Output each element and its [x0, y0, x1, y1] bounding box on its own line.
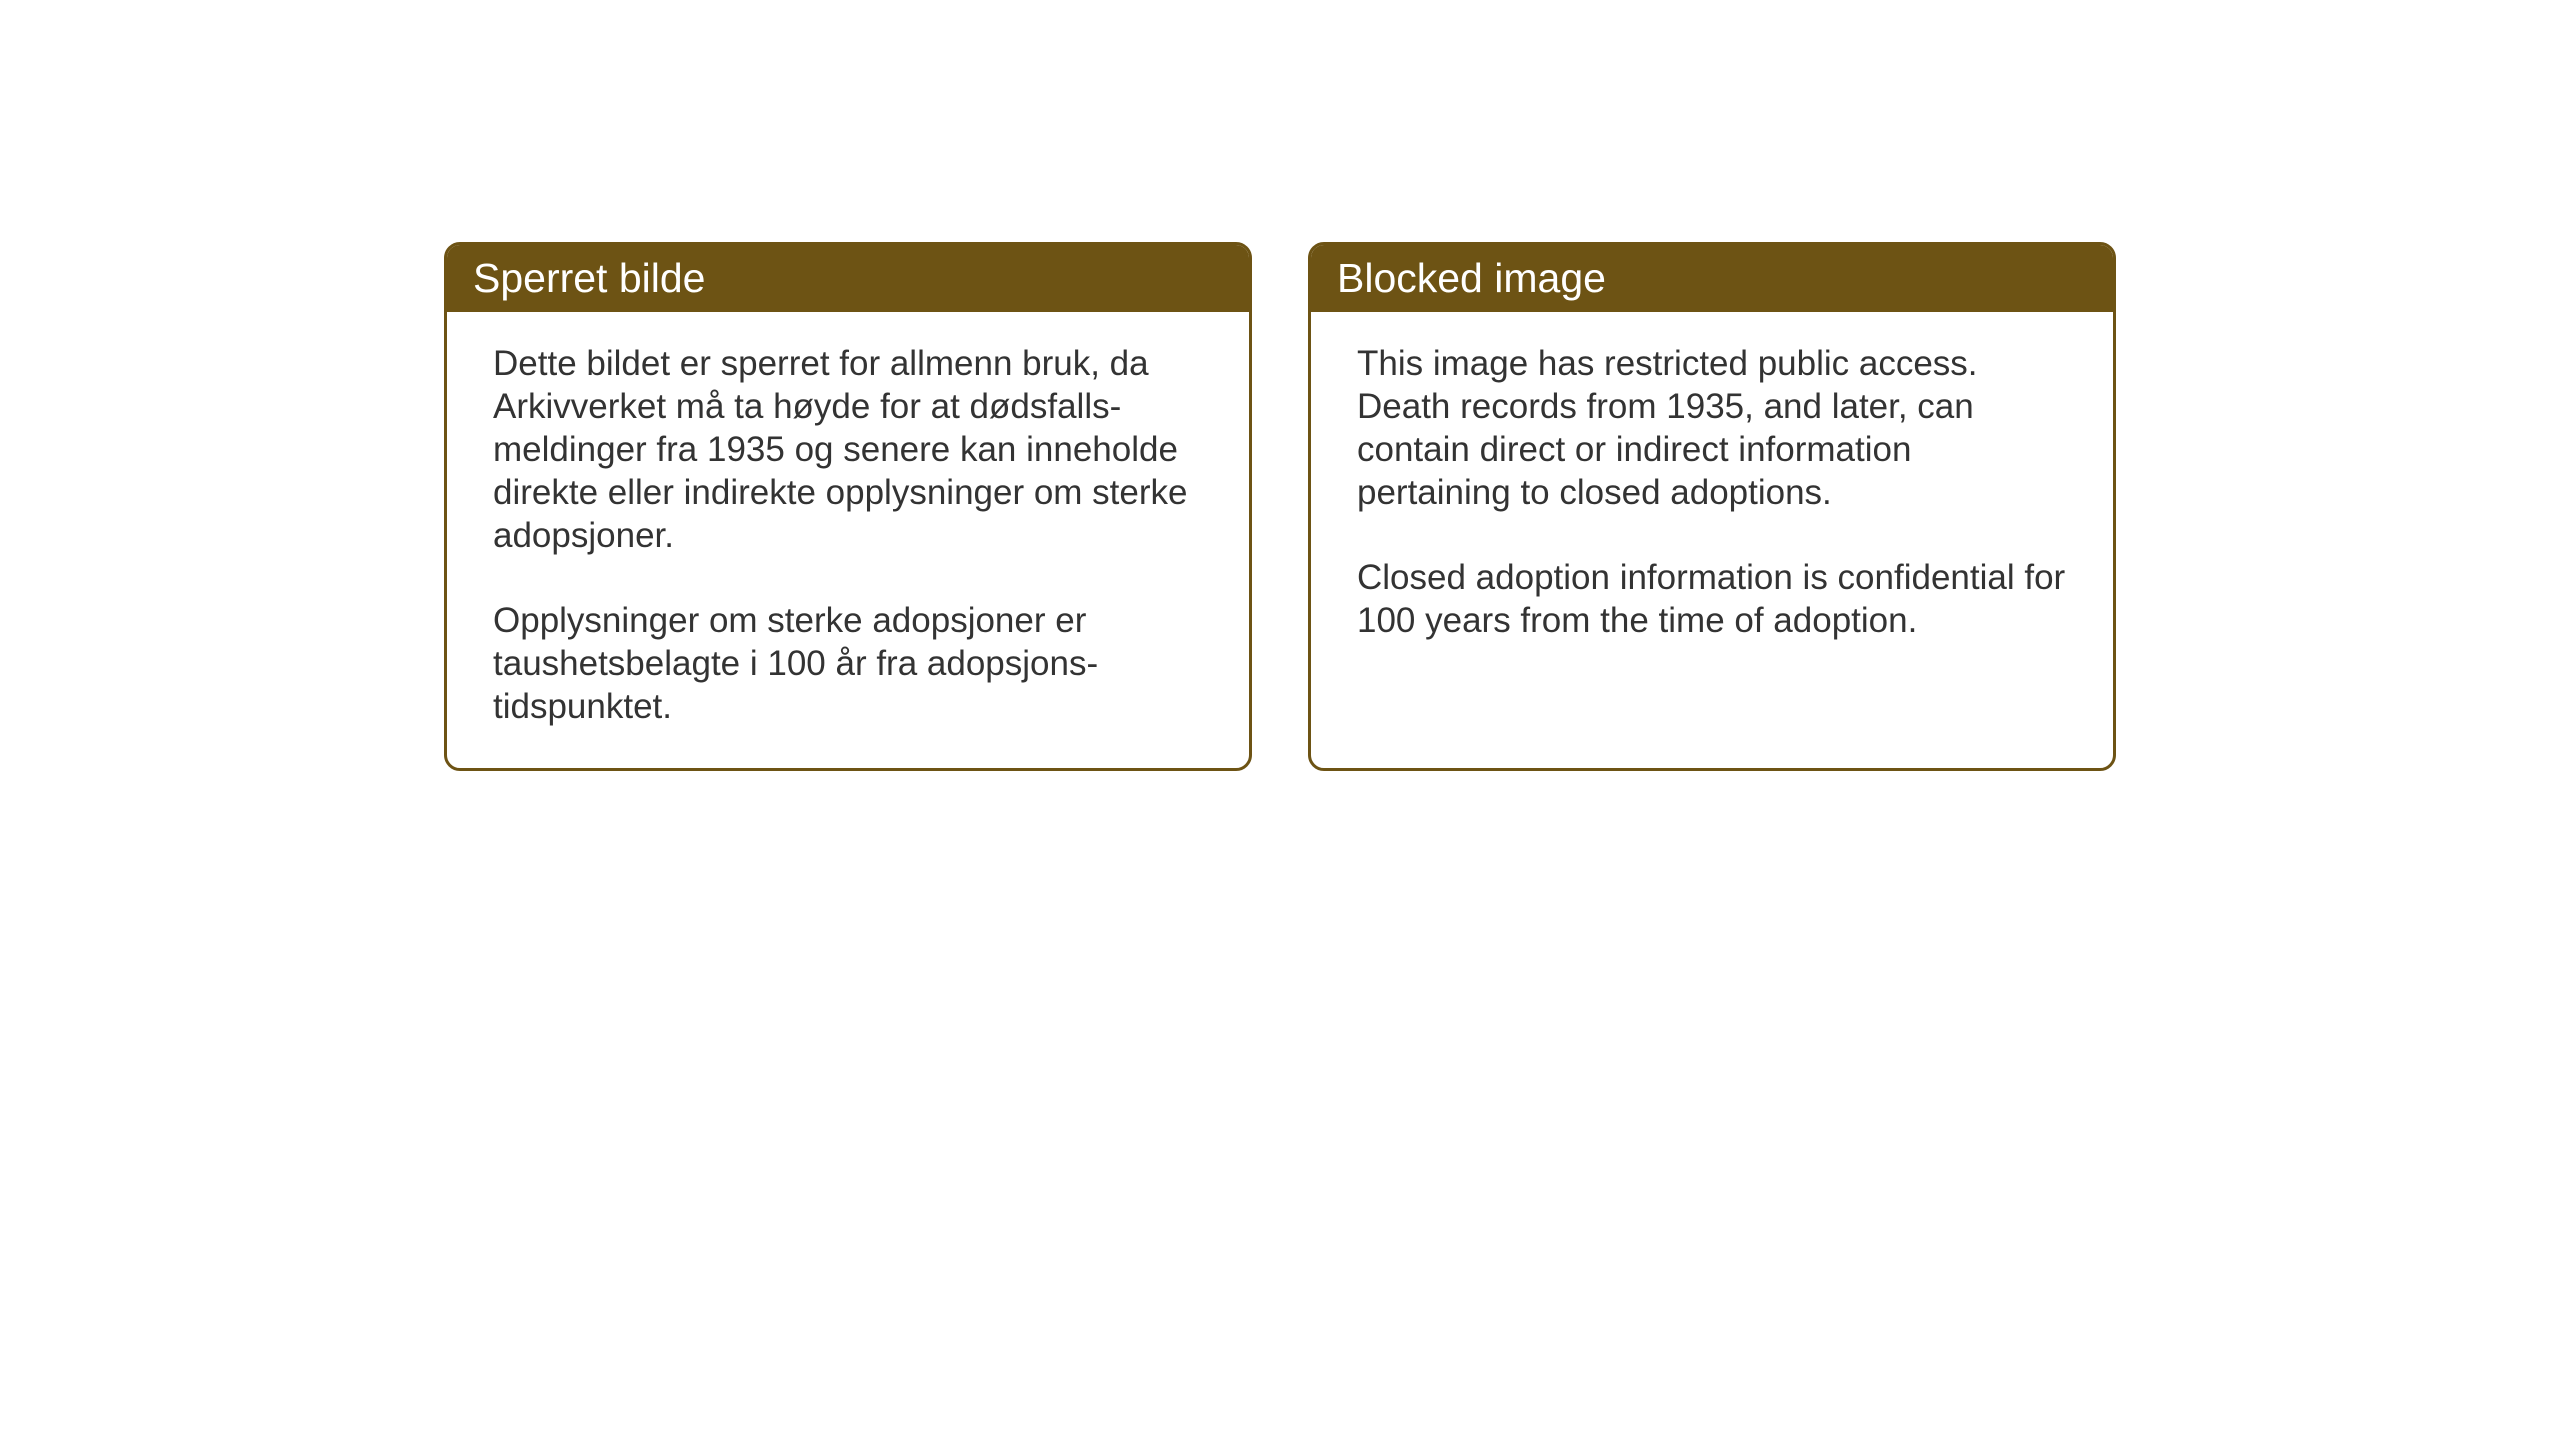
card-body-english: This image has restricted public access.… — [1311, 312, 2113, 682]
card-norwegian: Sperret bilde Dette bildet er sperret fo… — [444, 242, 1252, 771]
card-paragraph-2-norwegian: Opplysninger om sterke adopsjoner er tau… — [493, 599, 1203, 728]
card-paragraph-2-english: Closed adoption information is confident… — [1357, 556, 2067, 642]
card-header-norwegian: Sperret bilde — [447, 245, 1249, 312]
notice-container: Sperret bilde Dette bildet er sperret fo… — [444, 242, 2116, 771]
card-paragraph-1-norwegian: Dette bildet er sperret for allmenn bruk… — [493, 342, 1203, 557]
card-paragraph-1-english: This image has restricted public access.… — [1357, 342, 2067, 514]
card-english: Blocked image This image has restricted … — [1308, 242, 2116, 771]
card-title-norwegian: Sperret bilde — [473, 255, 705, 301]
card-header-english: Blocked image — [1311, 245, 2113, 312]
card-body-norwegian: Dette bildet er sperret for allmenn bruk… — [447, 312, 1249, 768]
card-title-english: Blocked image — [1337, 255, 1606, 301]
